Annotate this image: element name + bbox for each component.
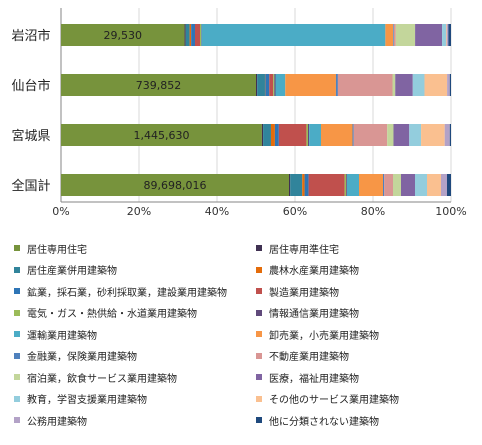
bar-segment <box>273 74 274 96</box>
bar-segment <box>308 124 309 146</box>
bar-segment <box>306 124 308 146</box>
bar-segment <box>185 24 186 46</box>
bar-segment <box>274 74 275 96</box>
bar-segment <box>450 124 451 146</box>
bar-segment <box>353 124 354 146</box>
bar-segment <box>257 74 265 96</box>
bar-segment <box>276 74 286 96</box>
bar-segment <box>383 174 384 196</box>
bar-segment <box>338 74 393 96</box>
bar-segment <box>265 74 269 96</box>
category-label: 全国計 <box>11 178 50 194</box>
x-tick-label: 40% <box>205 205 229 218</box>
bar-segment <box>393 74 396 96</box>
bar-segment <box>263 124 271 146</box>
bar-segment <box>393 124 409 146</box>
bar-segment <box>290 174 302 196</box>
bar-segment <box>447 24 449 46</box>
category-label: 仙台市 <box>11 78 50 94</box>
bar-segment <box>446 24 447 46</box>
bar-segment <box>421 124 445 146</box>
bar-segment <box>450 74 451 96</box>
bar-segment <box>336 74 338 96</box>
bar-segment <box>359 174 383 196</box>
bar-segment <box>354 124 387 146</box>
bar-segment <box>384 174 393 196</box>
bar-segment <box>401 174 415 196</box>
bar-segment <box>424 74 447 96</box>
bar-segment <box>279 124 307 146</box>
bar-segment <box>387 124 393 146</box>
bar-segment <box>305 174 309 196</box>
bar-segment <box>448 24 451 46</box>
bar-segment <box>289 174 290 196</box>
bar-segment <box>302 174 304 196</box>
bar-segment <box>442 24 446 46</box>
bar-segment <box>191 24 195 46</box>
total-data-label: 739,852 <box>136 79 182 92</box>
bar-segment <box>346 174 347 196</box>
total-data-label: 89,698,016 <box>144 179 207 192</box>
bar-segment <box>345 174 347 196</box>
bar-segment <box>347 174 359 196</box>
bar-segment <box>275 124 279 146</box>
x-tick-label: 20% <box>127 205 151 218</box>
bar-segment <box>195 24 200 46</box>
bar-segment <box>269 74 273 96</box>
bar-segment <box>186 24 190 46</box>
bar-segment <box>395 74 413 96</box>
x-tick-label: 80% <box>361 205 385 218</box>
x-tick-label: 0% <box>52 205 69 218</box>
category-label: 宮城県 <box>11 128 50 144</box>
bar-segment <box>385 24 393 46</box>
bar-segment <box>393 24 394 46</box>
bar-segment <box>285 74 336 96</box>
bar-segment <box>415 174 427 196</box>
bar-segment <box>271 124 275 146</box>
bar-segment <box>396 24 415 46</box>
bar-segment <box>309 124 321 146</box>
bar-segment <box>427 174 441 196</box>
bar-segment <box>409 124 421 146</box>
bar-segment <box>413 74 425 96</box>
total-data-label: 1,445,630 <box>133 129 189 142</box>
bar-segment <box>190 24 192 46</box>
bar-segment <box>309 174 345 196</box>
bar-segment <box>202 24 386 46</box>
x-tick-label: 60% <box>283 205 307 218</box>
bar-segment <box>394 24 396 46</box>
bar-segment <box>321 124 353 146</box>
bar-segment <box>447 74 450 96</box>
x-tick-label: 100% <box>435 205 466 218</box>
bar-segment <box>447 174 451 196</box>
bar-segment <box>262 124 263 146</box>
bar-segment <box>441 174 447 196</box>
bar-segment <box>415 24 442 46</box>
category-label: 岩沼市 <box>11 28 50 44</box>
bar-segment <box>256 74 257 96</box>
bar-segment <box>445 124 450 146</box>
bar-segment <box>200 24 201 46</box>
bar-segment <box>393 174 401 196</box>
total-data-label: 29,530 <box>104 29 143 42</box>
